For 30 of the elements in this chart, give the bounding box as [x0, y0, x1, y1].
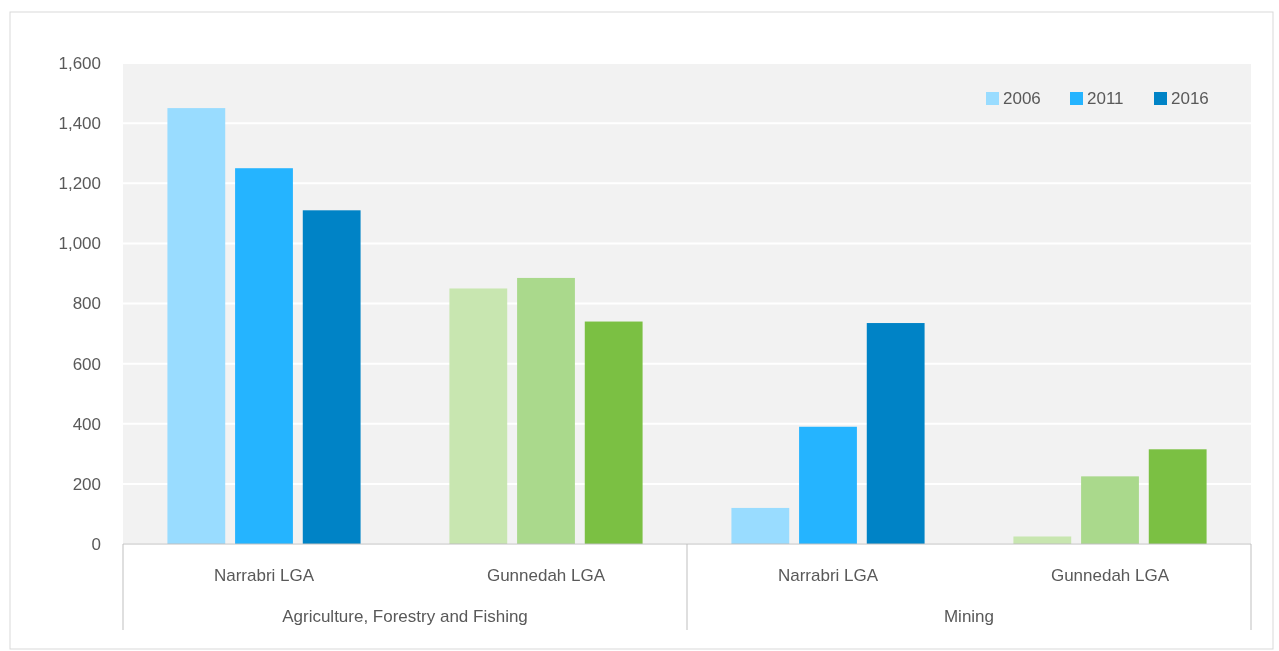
x-tick-label: Gunnedah LGA [486, 566, 606, 585]
bar [235, 168, 293, 544]
text: Agriculture, Forestry and Fishing [282, 607, 528, 626]
y-tick-label: 800 [72, 294, 101, 314]
bar [584, 321, 643, 544]
legend-label: 2006 [1003, 88, 1041, 108]
legend-label: 2016 [1171, 88, 1209, 108]
x-tick-label: Gunnedah LGA [1050, 566, 1170, 585]
bar [1013, 536, 1072, 544]
y-tick-label: 1,200 [58, 174, 101, 194]
text: Mining [943, 607, 995, 626]
bar [866, 323, 925, 544]
bar [731, 507, 790, 544]
x-tick-label: Narrabri LGA [777, 566, 879, 585]
bar [1148, 449, 1207, 544]
y-tick-label: 1,400 [58, 114, 101, 134]
bar [302, 210, 361, 544]
x-tick-label: Narrabri LGA [213, 566, 315, 585]
y-tick-label: 400 [72, 414, 101, 434]
bar [517, 277, 575, 544]
y-tick-label: 1,000 [58, 234, 101, 254]
y-tick-label: 1,600 [58, 53, 101, 73]
bar [799, 426, 857, 544]
y-tick-label: 600 [72, 354, 101, 374]
bar [1081, 476, 1139, 544]
y-tick-label: 200 [72, 474, 101, 494]
bar [449, 288, 508, 544]
y-tick-label: 0 [91, 534, 101, 554]
bar [167, 108, 226, 544]
legend-label: 2011 [1087, 88, 1124, 108]
